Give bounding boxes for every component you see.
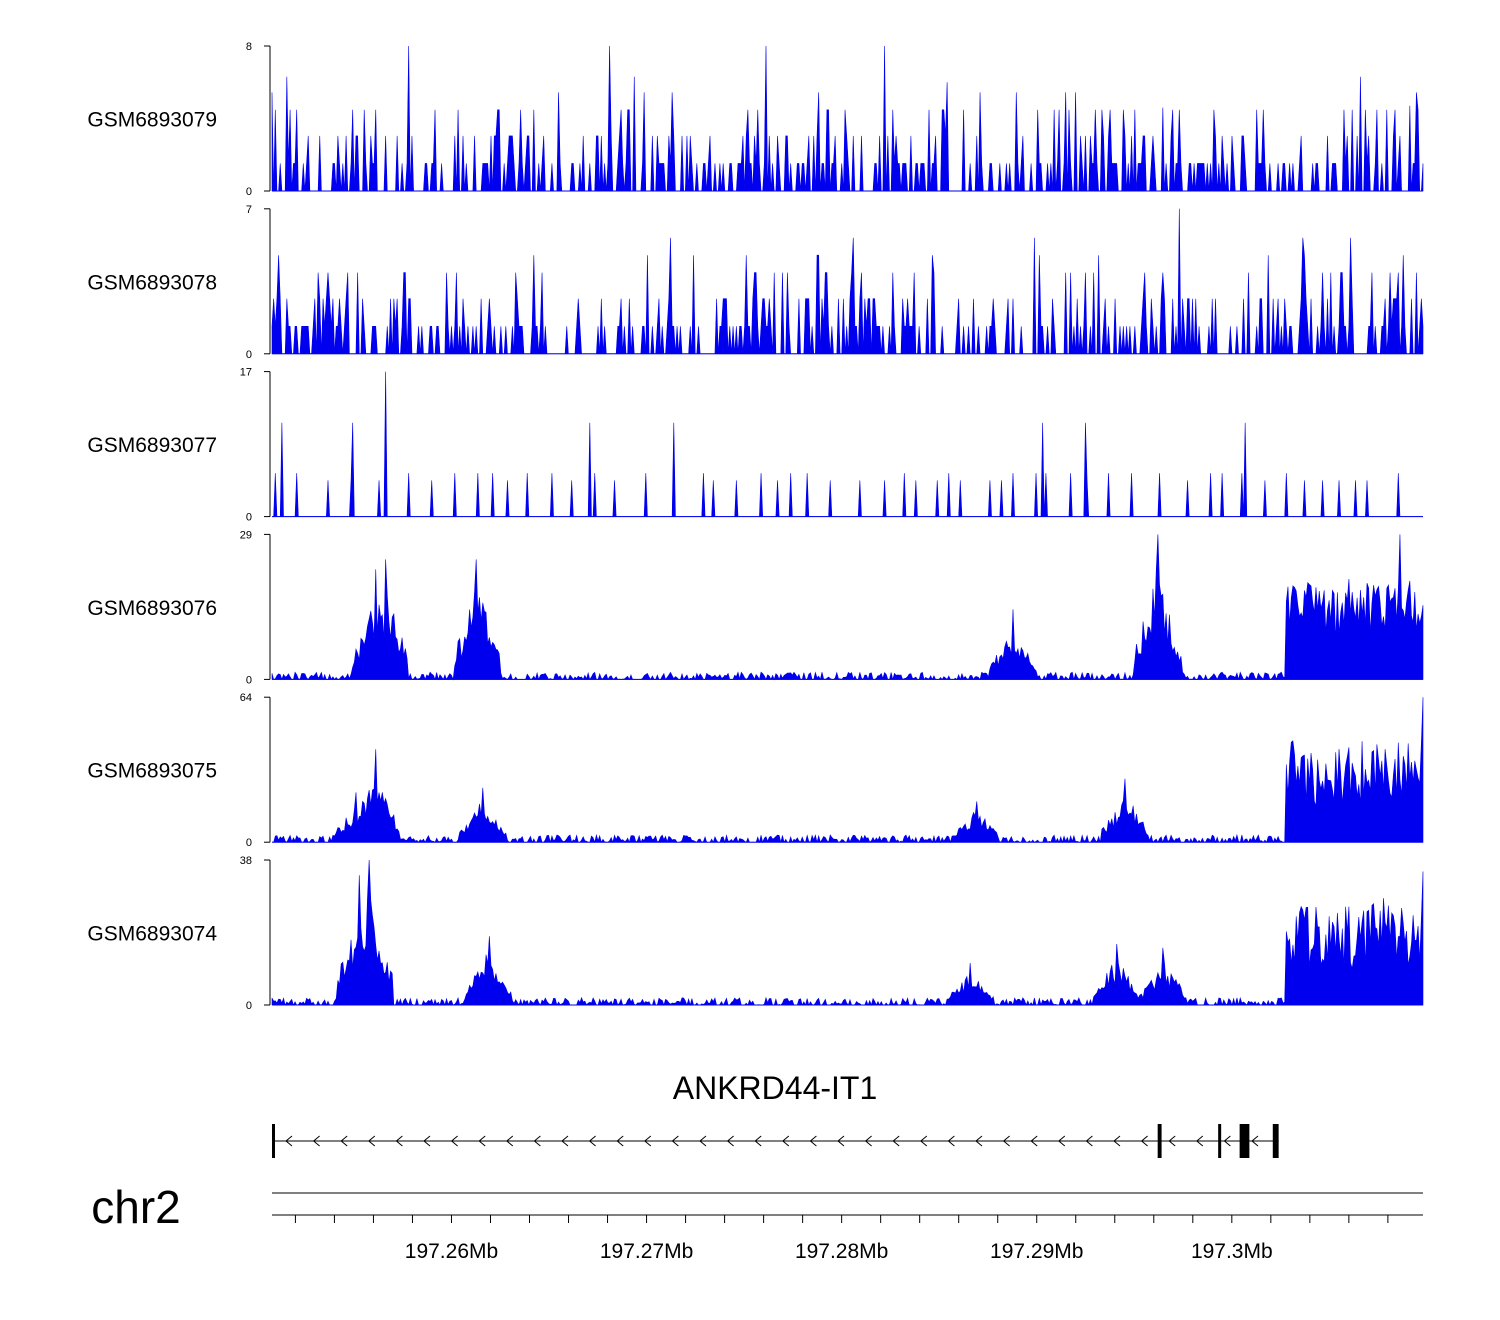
strand-arrow [1002,1135,1010,1147]
exon-block [1272,1124,1279,1158]
coverage-area [271,859,1424,1007]
exon-block [1218,1124,1222,1158]
strand-arrow [1223,1135,1231,1147]
strand-arrow [285,1135,293,1147]
gene-annotation-track: ANKRD44-IT1 [272,1070,1279,1158]
strand-arrow [754,1135,762,1147]
strand-arrow [1168,1135,1176,1147]
y-tick-label-max: 8 [246,41,252,53]
strand-arrow [644,1135,652,1147]
strand-arrow [782,1135,790,1147]
exon-block [1157,1124,1162,1158]
y-tick-label-max: 64 [240,692,252,704]
y-tick-label-max: 17 [240,367,252,379]
coverage-tracks: GSM689307980GSM689307870GSM6893077170GSM… [87,41,1424,1012]
x-tick-label: 197.3Mb [1191,1240,1273,1263]
strand-arrow [450,1135,458,1147]
y-tick-label-min: 0 [246,674,252,686]
coverage-area [271,534,1424,681]
y-tick-label-max: 7 [246,204,252,216]
track-name-label: GSM6893076 [87,597,217,620]
strand-arrow [312,1135,320,1147]
y-tick-label-min: 0 [246,349,252,361]
strand-arrow [1058,1135,1066,1147]
strand-arrow [478,1135,486,1147]
x-tick-label: 197.27Mb [600,1240,693,1263]
strand-arrow [699,1135,707,1147]
strand-arrow [671,1135,679,1147]
track-gsm6893076: GSM6893076 29 0 [87,529,1424,686]
gene-name-label: ANKRD44-IT1 [673,1070,878,1106]
strand-arrow [506,1135,514,1147]
strand-arrow [1251,1135,1259,1147]
coverage-area [272,371,1423,517]
strand-arrow [1140,1135,1148,1147]
strand-arrow [809,1135,817,1147]
coverage-area [271,208,1424,355]
x-tick-label: 197.28Mb [795,1240,888,1263]
strand-arrow [864,1135,872,1147]
y-tick-label-min: 0 [246,837,252,849]
strand-arrow [561,1135,569,1147]
strand-arrow [616,1135,624,1147]
strand-arrow [588,1135,596,1147]
x-tick-label: 197.26Mb [405,1240,498,1263]
track-gsm6893077: GSM6893077 17 0 [87,367,1423,524]
strand-arrow [837,1135,845,1147]
strand-arrow [947,1135,955,1147]
track-gsm6893074: GSM6893074 38 0 [87,855,1424,1012]
track-name-label: GSM6893077 [87,434,217,457]
chromosome-label: chr2 [91,1181,180,1233]
strand-arrow [920,1135,928,1147]
strand-arrow [1030,1135,1038,1147]
exon-block [1239,1124,1250,1158]
strand-arrow [892,1135,900,1147]
strand-arrow [1113,1135,1121,1147]
y-tick-label-max: 38 [240,855,252,867]
track-gsm6893078: GSM6893078 7 0 [87,204,1424,361]
strand-arrow [975,1135,983,1147]
y-tick-label-max: 29 [240,529,252,541]
coverage-area [272,697,1424,844]
x-tick-label: 197.29Mb [990,1240,1083,1263]
track-gsm6893079: GSM6893079 8 0 [87,41,1424,198]
track-name-label: GSM6893079 [87,109,217,132]
strand-arrow [1196,1135,1204,1147]
strand-arrow [423,1135,431,1147]
exon-block [272,1124,275,1158]
y-tick-label-min: 0 [246,186,252,198]
track-name-label: GSM6893074 [87,923,217,946]
y-tick-label-min: 0 [246,1000,252,1012]
track-name-label: GSM6893078 [87,271,217,294]
coverage-area [271,45,1424,192]
strand-arrow [368,1135,376,1147]
strand-arrow [340,1135,348,1147]
strand-arrow [395,1135,403,1147]
strand-arrow [726,1135,734,1147]
strand-arrow [533,1135,541,1147]
track-name-label: GSM6893075 [87,760,217,783]
y-tick-label-min: 0 [246,512,252,524]
track-gsm6893075: GSM6893075 64 0 [87,692,1424,849]
genomic-axis: chr2 197.26Mb 197.27Mb 197.28Mb 197.29Mb 197… [91,1181,1423,1263]
strand-arrow [1085,1135,1093,1147]
